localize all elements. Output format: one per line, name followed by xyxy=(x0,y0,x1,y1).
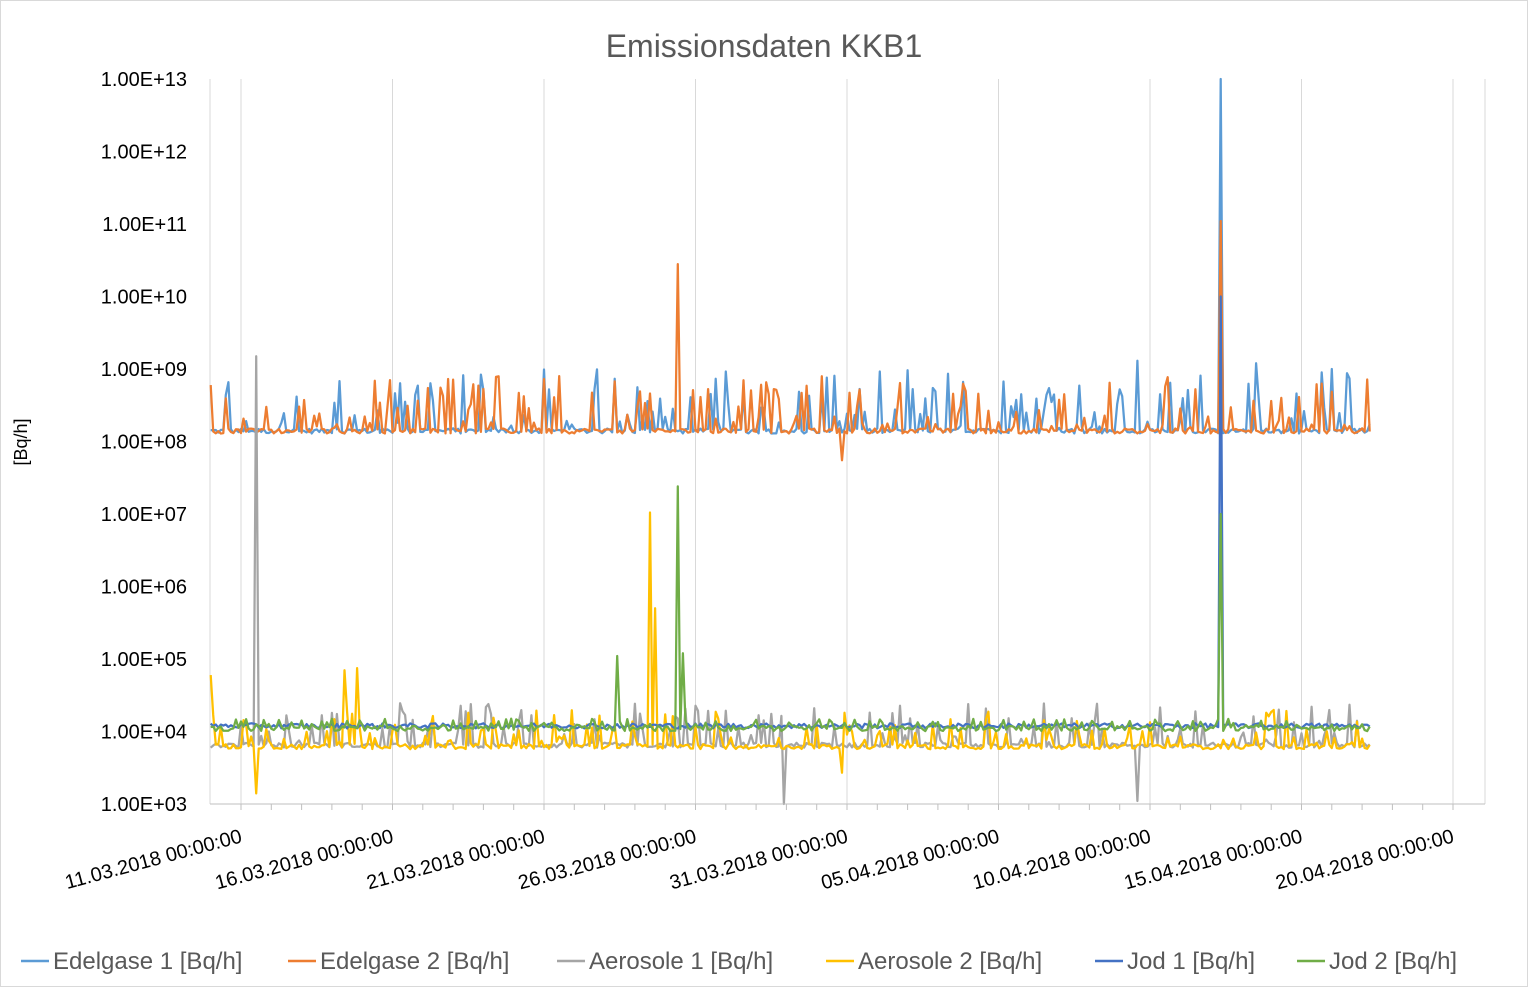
y-tick-label: 1.00E+08 xyxy=(101,432,187,454)
legend-item: Aerosole 1 [Bq/h] xyxy=(557,948,773,975)
legend-item: Aerosole 2 [Bq/h] xyxy=(826,948,1042,975)
y-tick-label: 1.00E+11 xyxy=(102,214,187,236)
legend-label: Aerosole 1 [Bq/h] xyxy=(589,948,773,975)
grid-layer xyxy=(209,79,1486,804)
legend-label: Edelgase 2 [Bq/h] xyxy=(320,948,509,975)
y-tick-label: 1.00E+05 xyxy=(101,649,187,671)
series-line-6 xyxy=(210,485,1371,733)
legend-label: Jod 1 [Bq/h] xyxy=(1127,948,1255,975)
series-line-2 xyxy=(209,219,1371,462)
series-line-4 xyxy=(209,511,1371,795)
axis-layer xyxy=(210,803,1485,810)
y-tick-label: 1.00E+10 xyxy=(101,287,187,309)
y-tick-label: 1.00E+04 xyxy=(101,722,187,744)
y-tick-label: 1.00E+12 xyxy=(101,142,187,164)
y-tick-label: 1.00E+13 xyxy=(101,69,187,91)
y-tick-label: 1.00E+03 xyxy=(101,794,187,816)
y-tick-label: 1.00E+07 xyxy=(101,504,187,526)
series-layer xyxy=(209,77,1371,806)
legend-item: Edelgase 1 [Bq/h] xyxy=(21,948,242,975)
y-tick-labels: 1.00E+03 1.00E+04 1.00E+05 1.00E+06 1.00E+07… xyxy=(101,69,187,816)
legend-label: Aerosole 2 [Bq/h] xyxy=(858,948,1042,975)
y-axis-label: [Bq/h] xyxy=(11,418,31,465)
series-line-5 xyxy=(209,295,1371,730)
legend-item: Edelgase 2 [Bq/h] xyxy=(288,948,509,975)
legend-label: Jod 2 [Bq/h] xyxy=(1329,948,1457,975)
y-tick-label: 1.00E+06 xyxy=(101,577,187,599)
legend: Edelgase 1 [Bq/h] Edelgase 2 [Bq/h] Aeroso… xyxy=(21,948,1457,975)
legend-label: Edelgase 1 [Bq/h] xyxy=(53,948,242,975)
series-line-1 xyxy=(210,77,1371,435)
legend-item: Jod 1 [Bq/h] xyxy=(1095,948,1255,975)
y-tick-label: 1.00E+09 xyxy=(101,359,187,381)
chart-title: Emissionsdaten KKB1 xyxy=(606,28,923,64)
series-line-3 xyxy=(209,355,1371,806)
legend-item: Jod 2 [Bq/h] xyxy=(1297,948,1457,975)
